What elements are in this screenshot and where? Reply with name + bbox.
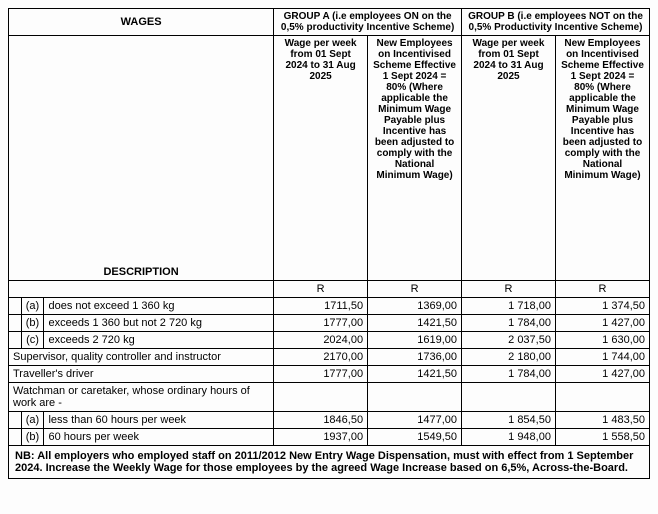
cell-b1: 1 784,00 [462,315,556,332]
row-indent [9,429,22,446]
cell-a2: 1477,00 [368,412,462,429]
cell-b1: 2 037,50 [462,332,556,349]
wage-table: WAGES GROUP A (i.e employees ON on the 0… [8,8,650,479]
row-desc: does not exceed 1 360 kg [44,298,274,315]
row-desc: Watchman or caretaker, whose ordinary ho… [9,383,274,412]
description-header: DESCRIPTION [9,36,274,281]
cell-a1: 2170,00 [274,349,368,366]
cell-b1: 1 948,00 [462,429,556,446]
row-desc: 60 hours per week [44,429,274,446]
currency-a2: R [368,281,462,298]
row-indent [9,412,22,429]
currency-b2: R [555,281,649,298]
row-tag: (b) [21,429,44,446]
col-a2-header: New Employees on Incentivised Scheme Eff… [368,36,462,281]
row-desc: less than 60 hours per week [44,412,274,429]
group-b-header: GROUP B (i.e employees NOT on the 0,5% P… [462,9,650,36]
table-row: (b)60 hours per week1937,001549,501 948,… [9,429,650,446]
cell-a1 [274,383,368,412]
currency-spacer [9,281,274,298]
row-indent [9,298,22,315]
col-a1-header: Wage per week from 01 Sept 2024 to 31 Au… [274,36,368,281]
cell-b2: 1 558,50 [555,429,649,446]
cell-a2: 1736,00 [368,349,462,366]
cell-b2: 1 427,00 [555,366,649,383]
col-b2-header: New Employees on Incentivised Scheme Eff… [555,36,649,281]
footnote: NB: All employers who employed staff on … [9,446,650,479]
cell-a1: 1937,00 [274,429,368,446]
cell-b1: 1 784,00 [462,366,556,383]
row-indent [9,315,22,332]
cell-b2: 1 374,50 [555,298,649,315]
currency-b1: R [462,281,556,298]
row-tag: (c) [21,332,44,349]
cell-a2: 1619,00 [368,332,462,349]
cell-b2 [555,383,649,412]
cell-b2: 1 483,50 [555,412,649,429]
table-row: (c)exceeds 2 720 kg2024,001619,002 037,5… [9,332,650,349]
table-row: (a)less than 60 hours per week1846,50147… [9,412,650,429]
group-a-header: GROUP A (i.e employees ON on the 0,5% pr… [274,9,462,36]
cell-b1: 1 854,50 [462,412,556,429]
currency-a1: R [274,281,368,298]
row-desc: exceeds 2 720 kg [44,332,274,349]
cell-b2: 1 744,00 [555,349,649,366]
row-desc: exceeds 1 360 but not 2 720 kg [44,315,274,332]
cell-b1: 2 180,00 [462,349,556,366]
row-desc: Supervisor, quality controller and instr… [9,349,274,366]
cell-a1: 1711,50 [274,298,368,315]
row-tag: (a) [21,412,44,429]
table-body: (a)does not exceed 1 360 kg1711,501369,0… [9,298,650,446]
cell-a2: 1421,50 [368,315,462,332]
row-tag: (a) [21,298,44,315]
cell-b2: 1 630,00 [555,332,649,349]
table-row: Traveller's driver1777,001421,501 784,00… [9,366,650,383]
table-row: Supervisor, quality controller and instr… [9,349,650,366]
cell-a2: 1369,00 [368,298,462,315]
cell-a1: 1777,00 [274,366,368,383]
row-desc: Traveller's driver [9,366,274,383]
table-row: Watchman or caretaker, whose ordinary ho… [9,383,650,412]
cell-a1: 1846,50 [274,412,368,429]
cell-a1: 2024,00 [274,332,368,349]
cell-b1: 1 718,00 [462,298,556,315]
row-tag: (b) [21,315,44,332]
col-b1-header: Wage per week from 01 Sept 2024 to 31 Au… [462,36,556,281]
cell-b1 [462,383,556,412]
cell-a2: 1549,50 [368,429,462,446]
row-indent [9,332,22,349]
cell-b2: 1 427,00 [555,315,649,332]
cell-a2 [368,383,462,412]
table-row: (a)does not exceed 1 360 kg1711,501369,0… [9,298,650,315]
cell-a2: 1421,50 [368,366,462,383]
wages-header: WAGES [9,9,274,36]
table-row: (b)exceeds 1 360 but not 2 720 kg1777,00… [9,315,650,332]
cell-a1: 1777,00 [274,315,368,332]
